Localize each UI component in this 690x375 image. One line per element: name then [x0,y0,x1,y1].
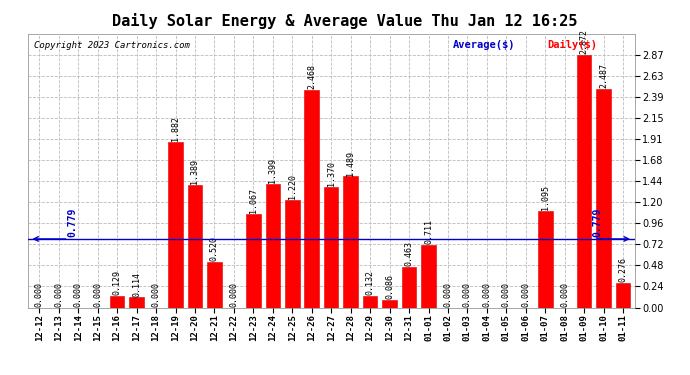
Text: 0.276: 0.276 [619,257,628,282]
Text: 0.000: 0.000 [34,282,43,307]
Bar [402,267,416,308]
Text: 0.520: 0.520 [210,236,219,261]
Text: 1.489: 1.489 [346,150,355,176]
Text: 2.468: 2.468 [307,64,316,89]
Bar [596,88,611,308]
Text: 0.463: 0.463 [404,241,413,266]
Text: 0.000: 0.000 [560,282,569,307]
Bar [421,245,436,308]
Bar [129,297,144,307]
Bar [615,283,631,308]
Bar [304,90,319,308]
Bar [246,214,261,308]
Text: 0.779: 0.779 [68,208,77,237]
Text: 0.000: 0.000 [74,282,83,307]
Text: 0.086: 0.086 [385,274,394,299]
Bar [188,185,202,308]
Text: 2.872: 2.872 [580,29,589,54]
Text: 0.000: 0.000 [55,282,63,307]
Bar [363,296,377,307]
Text: 0.000: 0.000 [444,282,453,307]
Text: 0.114: 0.114 [132,272,141,297]
Text: Copyright 2023 Cartronics.com: Copyright 2023 Cartronics.com [34,40,190,50]
Bar [577,55,591,308]
Text: 0.000: 0.000 [229,282,238,307]
Text: 0.000: 0.000 [482,282,491,307]
Text: 1.882: 1.882 [171,116,180,141]
Bar [382,300,397,307]
Text: Daily Solar Energy & Average Value Thu Jan 12 16:25: Daily Solar Energy & Average Value Thu J… [112,13,578,29]
Text: 0.779: 0.779 [593,208,603,237]
Text: 0.000: 0.000 [522,282,531,307]
Text: 1.067: 1.067 [249,188,258,213]
Text: 1.220: 1.220 [288,174,297,199]
Bar [266,184,280,308]
Text: 0.000: 0.000 [93,282,102,307]
Bar [168,142,183,308]
Text: 1.095: 1.095 [541,185,550,210]
Bar [285,200,299,308]
Text: 2.487: 2.487 [599,63,608,88]
Text: Average($): Average($) [453,40,515,50]
Text: 0.129: 0.129 [112,270,121,295]
Text: 0.000: 0.000 [152,282,161,307]
Bar [538,211,553,308]
Text: 0.711: 0.711 [424,219,433,244]
Bar [207,262,221,308]
Bar [324,187,339,308]
Text: Daily($): Daily($) [546,40,597,50]
Text: 0.000: 0.000 [463,282,472,307]
Text: 0.000: 0.000 [502,282,511,307]
Bar [110,296,124,307]
Text: 0.132: 0.132 [366,270,375,295]
Bar [344,176,358,308]
Text: 1.399: 1.399 [268,159,277,183]
Text: 1.370: 1.370 [326,161,336,186]
Text: 1.389: 1.389 [190,159,199,184]
